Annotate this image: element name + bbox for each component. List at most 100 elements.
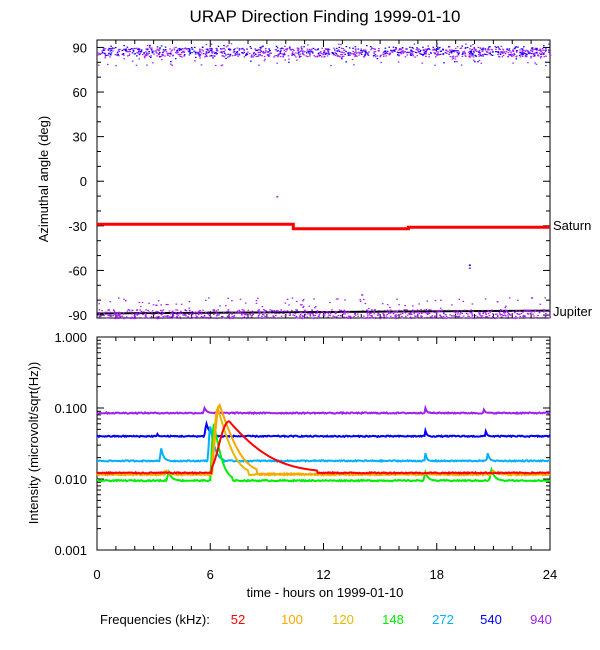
scatter-point [223, 51, 225, 53]
scatter-point [487, 309, 489, 311]
scatter-point [183, 54, 186, 56]
scatter-point [442, 317, 445, 319]
scatter-point [257, 48, 260, 51]
scatter-point [456, 310, 459, 312]
scatter-point [374, 317, 377, 320]
scatter-point [354, 46, 357, 48]
scatter-point [468, 310, 470, 312]
scatter-point [464, 53, 466, 55]
scatter-point [303, 54, 305, 56]
scatter-point [355, 54, 357, 56]
scatter-point [325, 311, 327, 313]
scatter-point [507, 317, 509, 319]
scatter-point [106, 317, 108, 319]
scatter-point [187, 316, 189, 318]
scatter-point [299, 315, 302, 317]
scatter-point [181, 312, 184, 314]
scatter-point [118, 311, 121, 313]
scatter-point [416, 315, 419, 317]
scatter-point [448, 49, 451, 51]
scatter-point [145, 317, 148, 319]
scatter-point [366, 313, 369, 315]
scatter-point [263, 314, 265, 316]
scatter-point [399, 51, 401, 54]
scatter-point [474, 54, 476, 56]
scatter-point [410, 49, 412, 51]
scatter-point [98, 303, 100, 305]
scatter-point [518, 313, 521, 315]
scatter-point [453, 311, 456, 313]
scatter-point [97, 64, 100, 66]
scatter-point [469, 56, 471, 58]
scatter-point [129, 48, 132, 51]
scatter-point [211, 52, 214, 54]
scatter-point [101, 50, 104, 52]
scatter-point [340, 311, 342, 314]
scatter-point [426, 49, 428, 51]
scatter-point [549, 316, 551, 318]
scatter-point [468, 264, 471, 266]
scatter-point [139, 312, 141, 314]
scatter-point [145, 53, 148, 55]
scatter-point [421, 62, 424, 64]
scatter-point [349, 54, 351, 56]
scatter-point [324, 53, 327, 56]
scatter-point [310, 51, 312, 53]
scatter-point [201, 46, 204, 48]
scatter-point [144, 313, 147, 315]
scatter-point [394, 50, 396, 52]
scatter-point [157, 311, 159, 313]
scatter-point [196, 316, 199, 318]
scatter-point [484, 49, 487, 51]
scatter-point [517, 313, 519, 315]
scatter-point [172, 317, 174, 319]
scatter-point [529, 311, 532, 313]
scatter-point [161, 53, 164, 55]
scatter-point [110, 48, 112, 50]
scatter-point [170, 50, 173, 52]
scatter-point [236, 51, 238, 53]
scatter-point [302, 315, 304, 317]
scatter-point [253, 51, 255, 54]
scatter-point [522, 311, 524, 313]
scatter-point [118, 314, 121, 316]
scatter-point [262, 45, 264, 47]
scatter-point [492, 313, 494, 315]
scatter-point [457, 54, 460, 56]
scatter-point [277, 56, 279, 58]
scatter-point [301, 48, 303, 50]
scatter-point [212, 57, 214, 59]
scatter-point [234, 311, 237, 313]
scatter-point [145, 314, 147, 316]
scatter-point [318, 55, 321, 57]
scatter-point [492, 51, 494, 53]
scatter-point [161, 317, 164, 319]
scatter-point [111, 47, 114, 49]
scatter-point [133, 53, 136, 55]
scatter-point [276, 50, 279, 52]
scatter-point [405, 52, 408, 54]
scatter-point [450, 51, 453, 53]
scatter-point [545, 65, 547, 67]
scatter-point [128, 317, 131, 319]
scatter-point [360, 317, 362, 319]
scatter-point [476, 316, 479, 318]
scatter-point [273, 56, 275, 58]
scatter-point [132, 50, 135, 52]
scatter-point [198, 54, 200, 56]
scatter-point [460, 64, 463, 66]
scatter-point [371, 47, 373, 49]
scatter-point [404, 51, 407, 53]
scatter-point [443, 62, 445, 64]
scatter-point [298, 48, 300, 50]
scatter-point [394, 315, 396, 317]
scatter-point [196, 311, 198, 314]
scatter-point [405, 315, 407, 317]
scatter-point [364, 317, 367, 319]
scatter-point [356, 55, 358, 57]
scatter-point [245, 54, 247, 56]
scatter-point [179, 48, 181, 50]
scatter-point [140, 312, 142, 314]
scatter-point [508, 54, 510, 56]
scatter-point [548, 49, 550, 51]
